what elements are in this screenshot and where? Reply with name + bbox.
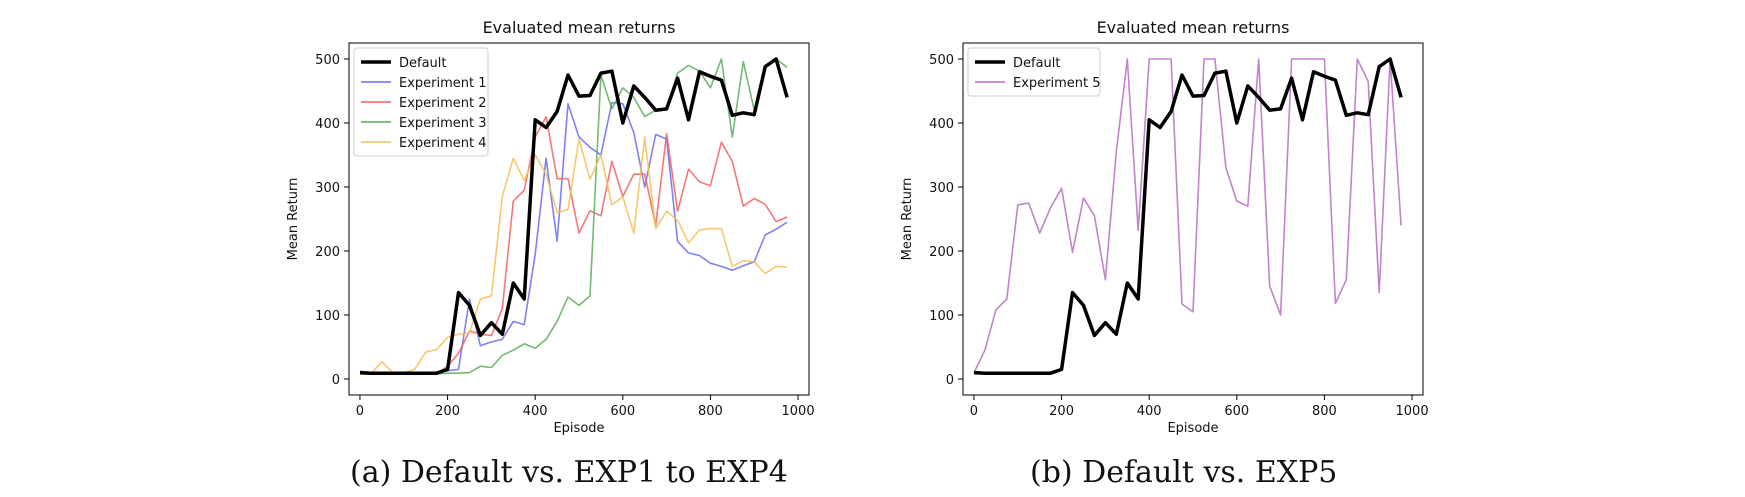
x-tick-label: 0 xyxy=(356,404,364,419)
x-tick-label: 600 xyxy=(610,404,635,419)
legend-entry: Experiment 4 xyxy=(399,136,487,151)
x-tick-label: 200 xyxy=(435,404,460,419)
x-tick-label: 200 xyxy=(1049,404,1074,419)
x-tick-label: 0 xyxy=(970,404,978,419)
x-tick-label: 1000 xyxy=(782,404,815,419)
series-line-experiment-5 xyxy=(973,58,1402,373)
legend: Default Experiment 5 xyxy=(967,47,1101,97)
chart-title: Evaluated mean returns xyxy=(1097,18,1290,37)
y-tick-label: 400 xyxy=(929,117,954,132)
x-tick-label: 400 xyxy=(1137,404,1162,419)
x-tick-label: 800 xyxy=(698,404,723,419)
y-tick-label: 100 xyxy=(929,309,954,324)
x-tick-label: 1000 xyxy=(1396,404,1429,419)
plot-frame xyxy=(962,42,1424,396)
legend-box xyxy=(353,47,489,157)
legend-entry: Experiment 3 xyxy=(399,116,487,131)
x-axis-label: Episode xyxy=(1167,421,1218,436)
x-axis-label: Episode xyxy=(553,421,604,436)
y-tick-label: 0 xyxy=(332,373,340,388)
x-tick-label: 800 xyxy=(1312,404,1337,419)
caption-b: (b) Default vs. EXP5 xyxy=(1030,455,1338,490)
y-axis-label: Mean Return xyxy=(900,178,915,261)
y-tick-label: 0 xyxy=(946,373,954,388)
legend-entry: Experiment 2 xyxy=(399,96,487,111)
chart-panel-2: 0 200 400 600 800 1000 0 100 200 300 400 500 Evaluat… xyxy=(900,18,1429,436)
series-line-default xyxy=(973,57,1403,375)
legend-entry: Experiment 1 xyxy=(399,76,487,91)
y-tick-label: 300 xyxy=(929,181,954,196)
series-line-default xyxy=(359,57,789,375)
legend: Default Experiment 1 Experiment 2 Experimen… xyxy=(353,47,489,157)
caption-a: (a) Default vs. EXP1 to EXP4 xyxy=(350,455,788,490)
series-line-experiment-4 xyxy=(360,136,788,375)
legend-entry: Experiment 5 xyxy=(1013,76,1101,91)
x-tick-label: 400 xyxy=(523,404,548,419)
plot-frame xyxy=(348,42,810,396)
x-tick-label: 600 xyxy=(1224,404,1249,419)
y-tick-label: 400 xyxy=(315,117,340,132)
chart-panel-1: 0 200 400 600 800 1000 0 100 200 300 400 500 Evaluat… xyxy=(286,18,815,436)
legend-entry: Default xyxy=(1013,56,1061,71)
y-tick-label: 100 xyxy=(315,309,340,324)
y-tick-label: 200 xyxy=(929,245,954,260)
y-tick-label: 200 xyxy=(315,245,340,260)
legend-entry: Default xyxy=(399,56,447,71)
chart-title: Evaluated mean returns xyxy=(483,18,676,37)
y-tick-label: 300 xyxy=(315,181,340,196)
legend-box xyxy=(967,47,1101,97)
y-tick-label: 500 xyxy=(315,53,340,68)
y-tick-label: 500 xyxy=(929,53,954,68)
y-axis-label: Mean Return xyxy=(286,178,301,261)
